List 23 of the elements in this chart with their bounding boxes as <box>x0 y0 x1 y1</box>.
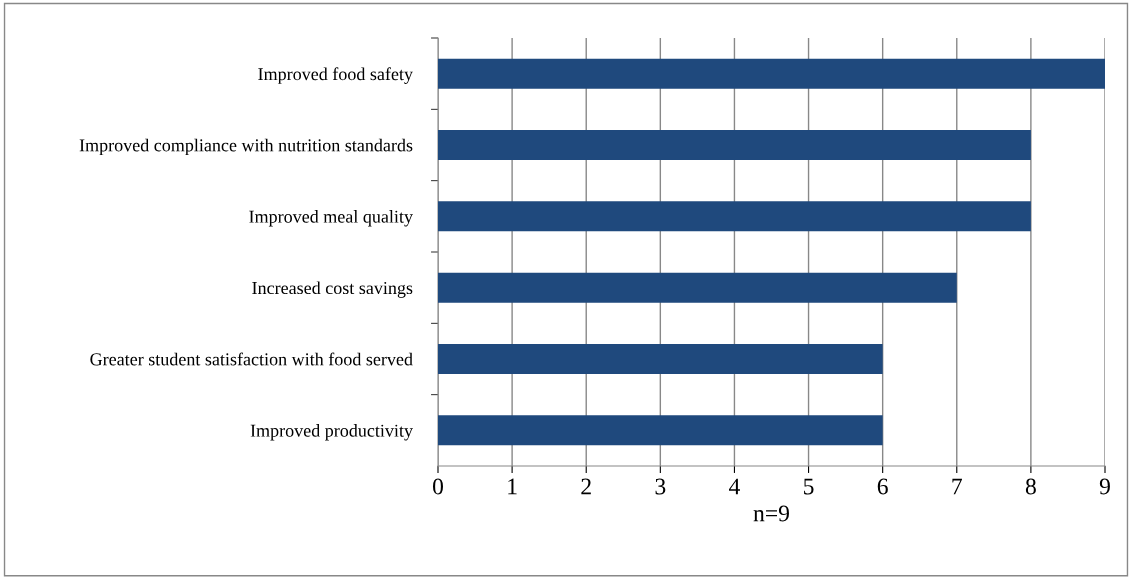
y-tick-label: Greater student satisfaction with food served <box>90 352 413 366</box>
y-tick-label: Improved compliance with nutrition standards <box>79 138 413 156</box>
x-tick-label: 5 <box>804 478 814 495</box>
x-tick-label: 0 <box>433 478 443 495</box>
bar <box>438 344 883 374</box>
x-tick-label: 2 <box>581 478 591 495</box>
x-tick-label: 7 <box>952 478 962 495</box>
y-tick-label: Improved productivity <box>250 424 413 441</box>
bar <box>438 201 1031 232</box>
y-tick-label: Increased cost savings <box>252 281 413 298</box>
x-tick-label: 3 <box>655 478 666 495</box>
x-tick-label: 9 <box>1099 478 1110 495</box>
y-tick-label: Improved meal quality <box>249 210 413 227</box>
bar <box>438 58 1105 89</box>
bar <box>438 415 883 446</box>
x-tick-label: 4 <box>729 478 740 495</box>
x-axis-title: n=9 <box>753 505 789 522</box>
x-tick-label: 1 <box>508 478 517 495</box>
x-tick-label: 8 <box>1025 478 1036 495</box>
y-tick-label: Improved food safety <box>258 67 413 84</box>
bar <box>438 272 957 303</box>
bar <box>438 130 1031 160</box>
x-tick-label: 6 <box>877 478 888 495</box>
